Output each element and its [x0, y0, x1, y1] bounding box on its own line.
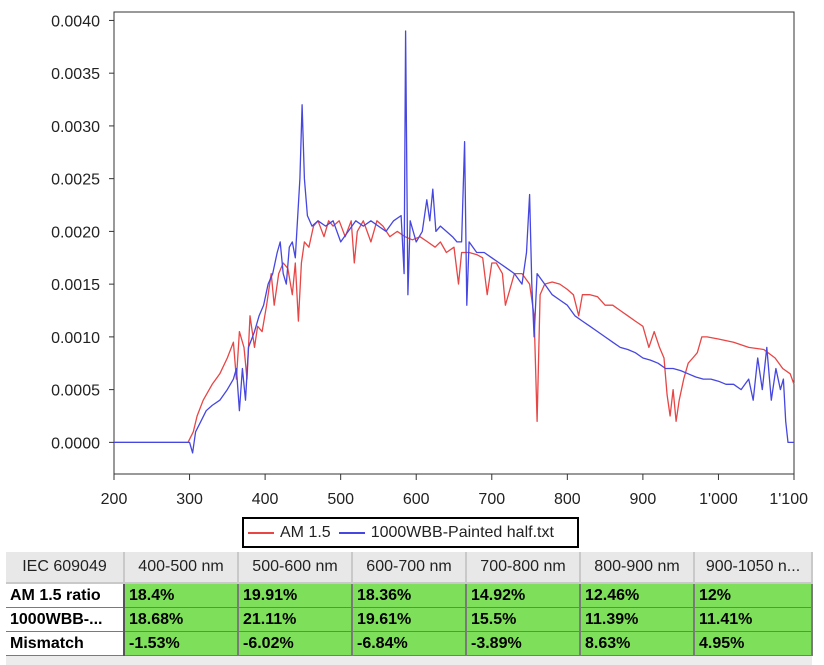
header-500-600[interactable]: 500-600 nm: [238, 552, 353, 584]
table-cell: 18.68%: [124, 607, 239, 632]
row-label-mismatch: Mismatch: [6, 631, 125, 656]
table-cell: 12.46%: [580, 583, 695, 608]
y-axis: 0.0000 0.0005 0.0010 0.0015 0.0020 0.0025 0.00…: [51, 13, 114, 452]
x-tick-label: 200: [101, 491, 128, 508]
y-tick-label: 0.0010: [51, 330, 100, 347]
x-tick-label: 300: [176, 491, 203, 508]
legend-swatch-1000wbb: [338, 531, 365, 534]
table-cell: -3.89%: [466, 631, 581, 656]
table-cell: -6.02%: [238, 631, 353, 656]
table-cell: 12%: [694, 583, 813, 608]
header-900-1050[interactable]: 900-1050 n...: [694, 552, 813, 584]
table-row-1000wbb: 1000WBB-... 18.68% 21.11% 19.61% 15.5% 1…: [6, 607, 813, 632]
series-line-1000wbb: [114, 30, 794, 454]
y-tick-label: 0.0005: [51, 383, 100, 400]
table-cell: 19.61%: [352, 607, 467, 632]
table-cell: 18.36%: [352, 583, 467, 608]
table-cell: 15.5%: [466, 607, 581, 632]
table-row-am15: AM 1.5 ratio 18.4% 19.91% 18.36% 14.92% …: [6, 583, 813, 608]
header-800-900[interactable]: 800-900 nm: [580, 552, 695, 584]
row-label-1000wbb: 1000WBB-...: [6, 607, 125, 632]
y-tick-label: 0.0040: [51, 13, 100, 30]
x-tick-label: 600: [403, 491, 430, 508]
x-tick-label: 1'100: [769, 491, 808, 508]
table-cell: 19.91%: [238, 583, 353, 608]
table-cell: 14.92%: [466, 583, 581, 608]
legend-label-1000wbb: 1000WBB-Painted half.txt: [370, 523, 554, 541]
table-cell: 21.11%: [238, 607, 353, 632]
table-cell: 8.63%: [580, 631, 695, 656]
y-tick-label: 0.0000: [51, 435, 100, 452]
y-tick-label: 0.0015: [51, 277, 100, 294]
y-tick-label: 0.0020: [51, 224, 100, 241]
x-tick-label: 700: [478, 491, 505, 508]
header-standard[interactable]: IEC 609049: [6, 552, 125, 584]
x-tick-label: 500: [327, 491, 354, 508]
header-700-800[interactable]: 700-800 nm: [466, 552, 581, 584]
x-tick-label: 1'000: [699, 491, 738, 508]
y-tick-label: 0.0030: [51, 119, 100, 136]
x-tick-label: 400: [252, 491, 279, 508]
legend-item-1000wbb: 1000WBB-Painted half.txt: [338, 523, 554, 542]
header-600-700[interactable]: 600-700 nm: [352, 552, 467, 584]
table-row-mismatch: Mismatch -1.53% -6.02% -6.84% -3.89% 8.6…: [6, 631, 813, 656]
table-cell: 11.39%: [580, 607, 695, 632]
spectrum-chart: 0.0000 0.0005 0.0010 0.0015 0.0020 0.0025 0.00…: [51, 11, 808, 508]
legend-label-am15: AM 1.5: [280, 523, 331, 541]
x-axis: 200 300 400 500 600 700 800 900 1'000 1'100: [101, 474, 808, 508]
chart-legend: AM 1.5 1000WBB-Painted half.txt: [242, 517, 579, 548]
x-tick-label: 800: [554, 491, 581, 508]
horizontal-scrollbar[interactable]: [6, 656, 812, 665]
table-cell: -1.53%: [124, 631, 239, 656]
legend-item-am15: AM 1.5: [248, 524, 331, 542]
table-cell: -6.84%: [352, 631, 467, 656]
series-lines: [114, 30, 795, 454]
y-tick-label: 0.0035: [51, 66, 100, 83]
header-400-500[interactable]: 400-500 nm: [124, 552, 239, 584]
legend-swatch-am15: [248, 531, 274, 534]
row-label-am15: AM 1.5 ratio: [6, 583, 125, 608]
x-tick-label: 900: [630, 491, 657, 508]
y-tick-label: 0.0025: [51, 172, 100, 189]
table-header-row: IEC 609049 400-500 nm 500-600 nm 600-700…: [6, 552, 813, 584]
plot-frame: [113, 11, 795, 475]
table-cell: 11.41%: [694, 607, 813, 632]
table-cell: 18.4%: [124, 583, 239, 608]
table-cell: 4.95%: [694, 631, 813, 656]
series-line-am15: [114, 220, 795, 444]
spectral-mismatch-table: IEC 609049 400-500 nm 500-600 nm 600-700…: [6, 552, 813, 656]
